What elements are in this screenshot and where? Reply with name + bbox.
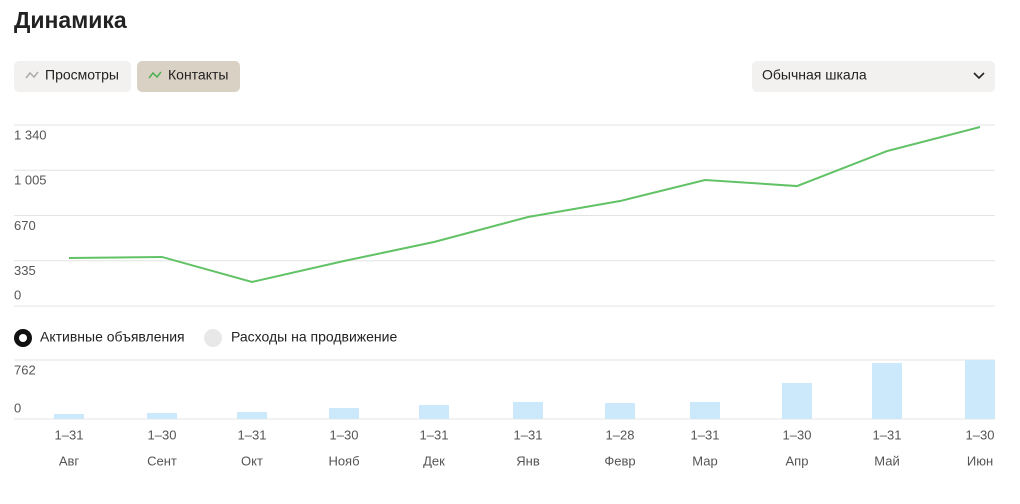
x-tick-label: Авг [59,453,80,468]
bar [605,402,635,419]
chevron [973,72,985,80]
bar [513,401,543,419]
y-tick-label: 1 005 [14,173,47,188]
x-tick-label: Май [874,453,899,468]
x-period-label: 1–31 [55,427,84,442]
x-tick-label: Нояб [328,453,359,468]
icon [148,71,162,79]
button-label: Просмотры [45,67,119,83]
radio-dot [19,334,27,342]
icon [25,71,39,79]
scale-select[interactable]: Обычная шкала [752,61,995,92]
x-tick-label: Июн [967,453,993,468]
x-tick-label: Мар [692,453,717,468]
y-tick-label: 335 [14,263,36,278]
bar [872,363,902,419]
select-label: Обычная шкала [762,67,867,83]
radio-label: Расходы на продвижение [231,329,397,345]
y-tick-label: 1 340 [14,127,47,142]
radio-spend[interactable]: Расходы на продвижение [204,329,397,347]
button-bg [137,61,240,92]
y-tick-label: 762 [14,362,36,377]
data-line [68,126,981,283]
select-bg [752,61,995,92]
x-tick-label: Февр [604,453,635,468]
button-bg [14,61,131,92]
y-tick-label: 670 [14,218,36,233]
bar [419,404,449,419]
bar [147,412,177,419]
x-tick-label: Дек [423,453,445,468]
bar [782,382,812,419]
x-period-label: 1–30 [966,427,995,442]
toggle-contacts[interactable]: Контакты [137,61,240,92]
button-label: Контакты [168,67,228,83]
bar [329,408,359,419]
bar [965,360,995,419]
x-period-label: 1–30 [783,427,812,442]
x-tick-label: Сент [147,453,177,468]
x-tick-label: Янв [516,453,540,468]
x-period-label: 1–31 [873,427,902,442]
x-period-label: 1–28 [606,427,635,442]
y-tick-label: 0 [14,400,21,415]
radio [204,329,222,347]
y-tick-label: 0 [14,287,21,302]
radio-label: Активные объявления [40,329,185,345]
x-period-label: 1–31 [420,427,449,442]
x-period-label: 1–31 [514,427,543,442]
page-title: Динамика [14,7,127,33]
toggle-views[interactable]: Просмотры [14,61,131,92]
x-period-label: 1–31 [238,427,267,442]
x-period-label: 1–30 [148,427,177,442]
bar [54,413,84,419]
x-tick-label: Окт [241,453,263,468]
bar [690,401,720,419]
x-tick-label: Апр [786,453,809,468]
x-period-label: 1–30 [330,427,359,442]
bar [237,412,267,419]
x-period-label: 1–31 [691,427,720,442]
radio-active[interactable]: Активные объявления [14,329,185,347]
